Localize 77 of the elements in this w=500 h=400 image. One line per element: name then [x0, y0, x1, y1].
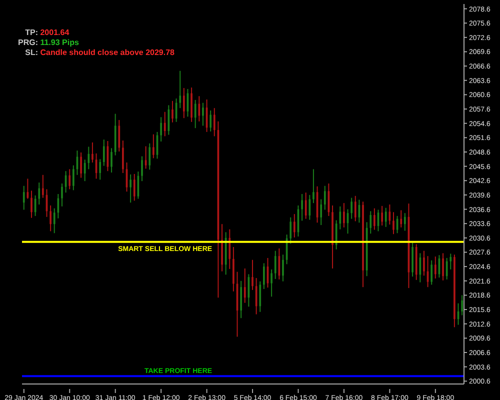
candlestick — [61, 182, 63, 207]
candlestick — [301, 194, 303, 222]
candlestick — [152, 134, 154, 159]
candlestick — [30, 190, 32, 218]
candlestick — [68, 168, 71, 190]
candlestick — [274, 250, 276, 280]
candlestick — [99, 158, 102, 180]
candlestick — [102, 139, 105, 166]
candlestick — [446, 257, 448, 280]
candlestick — [304, 192, 307, 220]
candlestick — [130, 174, 132, 204]
candlestick — [324, 185, 326, 210]
candlestick — [263, 262, 265, 290]
candlestick — [141, 156, 143, 182]
candlestick — [370, 210, 372, 234]
candlestick — [110, 148, 112, 174]
candlestick — [133, 173, 136, 202]
annotation: TP: 2001.64 — [24, 28, 70, 38]
candlestick — [252, 259, 254, 290]
candlestick — [122, 140, 124, 174]
candlestick — [335, 220, 338, 250]
candlestick — [384, 207, 387, 228]
candlestick — [228, 228, 231, 270]
candlestick — [290, 216, 292, 244]
candlestick — [350, 197, 352, 220]
candlestick — [293, 214, 296, 238]
candlestick — [172, 100, 174, 123]
candlestick — [259, 280, 262, 312]
candlestick — [374, 208, 376, 230]
candlestick — [320, 198, 322, 226]
candlestick — [53, 208, 56, 234]
candlestick — [194, 99, 196, 129]
candlestick — [404, 212, 406, 232]
candlestick — [430, 260, 433, 286]
candlestick — [198, 96, 200, 122]
candlestick — [22, 185, 25, 210]
candlestick — [160, 116, 162, 142]
candlestick — [42, 174, 44, 198]
candlestick — [164, 111, 166, 137]
candlestick — [278, 248, 280, 280]
candlestick — [213, 108, 216, 137]
candlestick — [118, 120, 120, 152]
candlestick — [392, 212, 394, 235]
candlestick — [388, 204, 391, 226]
annotation: PRG: 11.93 Pips — [17, 38, 79, 48]
candlestick — [57, 194, 60, 219]
candlestick — [354, 195, 356, 222]
candlestick — [450, 253, 452, 270]
candlestick — [210, 110, 212, 132]
candlestick — [343, 202, 345, 228]
candlestick — [339, 206, 342, 230]
candlestick — [282, 254, 284, 282]
candlestick — [312, 168, 314, 204]
candlestick — [308, 194, 311, 220]
candlestick — [168, 104, 170, 136]
candlestick — [442, 252, 444, 281]
candlestick — [80, 152, 82, 178]
candlestick — [84, 159, 86, 182]
candlestick — [419, 252, 422, 283]
candlestick — [179, 70, 182, 109]
candlestick — [148, 142, 151, 170]
candlestick — [244, 268, 246, 304]
candlestick — [72, 164, 74, 191]
candlestick — [88, 146, 90, 170]
candlestick — [240, 280, 242, 319]
candlestick — [423, 250, 425, 276]
annotation: SL: Candle should close above 2029.78 — [24, 48, 174, 58]
candlestick — [461, 294, 463, 316]
candlestick — [434, 256, 436, 279]
candlestick — [270, 268, 272, 298]
candlestick — [182, 88, 185, 119]
candlestick — [92, 142, 94, 163]
candlestick — [202, 102, 204, 126]
candlestick — [400, 210, 402, 228]
candlestick — [38, 182, 40, 206]
candlestick — [50, 204, 52, 232]
candlestick — [381, 205, 383, 226]
